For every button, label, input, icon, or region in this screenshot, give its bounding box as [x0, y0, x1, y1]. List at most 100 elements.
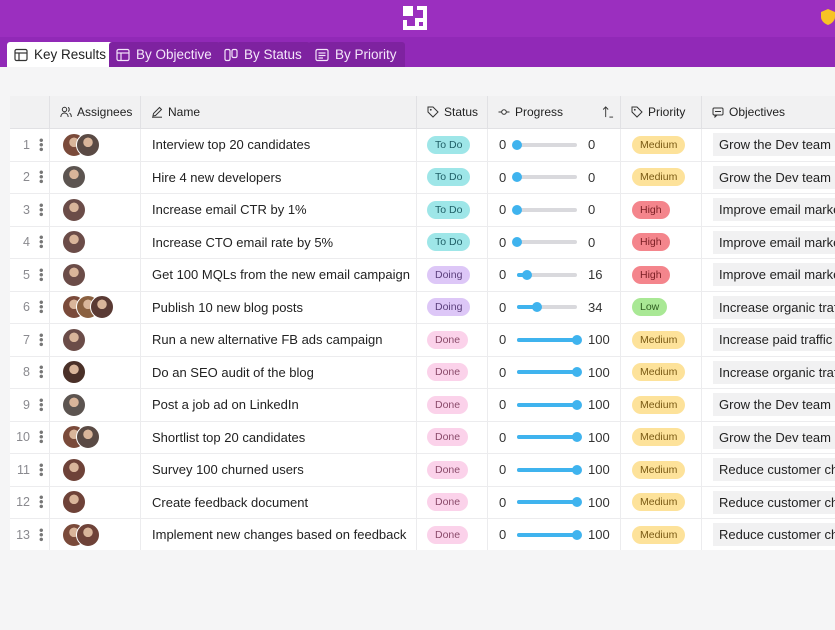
progress-slider[interactable]: [517, 529, 582, 540]
name-cell[interactable]: Post a job ad on LinkedIn: [141, 389, 417, 422]
progress-cell[interactable]: 0 100: [488, 356, 621, 389]
progress-cell[interactable]: 0 16: [488, 259, 621, 292]
assignees-cell[interactable]: [50, 129, 141, 162]
table-row[interactable]: 11 ••• Survey 100 churned users Done 0 1…: [10, 454, 835, 487]
priority-cell[interactable]: Medium: [621, 324, 702, 357]
priority-cell[interactable]: Medium: [621, 519, 702, 550]
objective-cell[interactable]: Reduce customer churn: [702, 519, 835, 550]
row-menu-icon[interactable]: •••: [34, 365, 49, 380]
progress-cell[interactable]: 0 0: [488, 161, 621, 194]
name-cell[interactable]: Increase CTO email rate by 5%: [141, 226, 417, 259]
status-cell[interactable]: To Do: [417, 194, 488, 227]
avatar[interactable]: [62, 457, 86, 482]
table-row[interactable]: 5 ••• Get 100 MQLs from the new email ca…: [10, 259, 835, 292]
progress-handle[interactable]: [572, 399, 582, 410]
name-cell[interactable]: Interview top 20 candidates: [141, 129, 417, 162]
assignees-cell[interactable]: [50, 356, 141, 389]
objective-link[interactable]: Grow the Dev team: [713, 393, 835, 417]
assignees-cell[interactable]: [50, 259, 141, 292]
objective-link[interactable]: Increase organic traffic: [713, 295, 835, 319]
priority-cell[interactable]: Low: [621, 291, 702, 324]
assignees-cell[interactable]: [50, 389, 141, 422]
column-header-priority[interactable]: Priority: [621, 96, 702, 129]
avatar[interactable]: [62, 262, 86, 287]
column-header-progress[interactable]: Progress: [488, 96, 621, 129]
avatar[interactable]: [76, 425, 100, 450]
row-menu-icon[interactable]: •••: [34, 235, 49, 250]
priority-cell[interactable]: Medium: [621, 421, 702, 454]
assignees-cell[interactable]: [50, 291, 141, 324]
row-menu-icon[interactable]: •••: [34, 430, 49, 445]
row-menu-icon[interactable]: •••: [34, 462, 49, 477]
progress-handle[interactable]: [512, 172, 522, 183]
progress-handle[interactable]: [572, 464, 582, 475]
priority-cell[interactable]: Medium: [621, 129, 702, 162]
avatar[interactable]: [62, 327, 86, 352]
avatar[interactable]: [62, 392, 86, 417]
row-menu-icon[interactable]: •••: [34, 267, 49, 282]
progress-cell[interactable]: 0 100: [488, 519, 621, 550]
objective-link[interactable]: Improve email marketing: [713, 263, 835, 287]
name-cell[interactable]: Hire 4 new developers: [141, 161, 417, 194]
priority-cell[interactable]: High: [621, 194, 702, 227]
avatar[interactable]: [62, 360, 86, 385]
priority-cell[interactable]: Medium: [621, 389, 702, 422]
status-cell[interactable]: Doing: [417, 259, 488, 292]
row-menu-icon[interactable]: •••: [34, 527, 49, 542]
status-cell[interactable]: Done: [417, 519, 488, 550]
objective-cell[interactable]: Increase paid traffic: [702, 324, 835, 357]
progress-slider[interactable]: [517, 269, 577, 280]
status-cell[interactable]: To Do: [417, 161, 488, 194]
objective-cell[interactable]: Improve email marketing: [702, 259, 835, 292]
objective-link[interactable]: Grow the Dev team: [713, 165, 835, 189]
objective-link[interactable]: Grow the Dev team: [713, 425, 835, 449]
progress-cell[interactable]: 0 100: [488, 421, 621, 454]
assignees-cell[interactable]: [50, 486, 141, 519]
priority-cell[interactable]: Medium: [621, 486, 702, 519]
progress-cell[interactable]: 0 0: [488, 226, 621, 259]
progress-handle[interactable]: [572, 432, 582, 443]
row-menu-icon[interactable]: •••: [34, 170, 49, 185]
priority-cell[interactable]: Medium: [621, 161, 702, 194]
priority-cell[interactable]: Medium: [621, 454, 702, 487]
table-row[interactable]: 7 ••• Run a new alternative FB ads campa…: [10, 324, 835, 357]
objective-cell[interactable]: Increase organic traffic: [702, 292, 835, 324]
objective-link[interactable]: Reduce customer churn: [713, 458, 835, 482]
progress-handle[interactable]: [512, 237, 522, 248]
assignees-cell[interactable]: [50, 324, 141, 357]
avatar[interactable]: [90, 295, 114, 320]
status-cell[interactable]: Done: [417, 454, 488, 487]
assignees-cell[interactable]: [50, 421, 141, 454]
name-cell[interactable]: Run a new alternative FB ads campaign: [141, 324, 417, 357]
progress-slider[interactable]: [512, 237, 577, 248]
progress-slider[interactable]: [517, 497, 582, 508]
progress-cell[interactable]: 0 100: [488, 486, 621, 519]
row-menu-icon[interactable]: •••: [34, 137, 49, 152]
row-menu-icon[interactable]: •••: [34, 202, 49, 217]
objective-cell[interactable]: Increase organic traffic: [702, 357, 835, 389]
name-cell[interactable]: Implement new changes based on feedback: [141, 519, 417, 550]
name-cell[interactable]: Create feedback document: [141, 486, 417, 519]
assignees-cell[interactable]: [50, 519, 141, 550]
assignees-cell[interactable]: [50, 161, 141, 194]
column-header-name[interactable]: Name: [141, 96, 417, 129]
progress-cell[interactable]: 0 100: [488, 454, 621, 487]
progress-handle[interactable]: [572, 334, 582, 345]
progress-slider[interactable]: [512, 172, 577, 183]
progress-handle[interactable]: [512, 139, 522, 150]
progress-cell[interactable]: 0 0: [488, 194, 621, 227]
avatar[interactable]: [62, 230, 86, 255]
status-cell[interactable]: Done: [417, 486, 488, 519]
avatar[interactable]: [62, 165, 86, 190]
table-row[interactable]: 4 ••• Increase CTO email rate by 5% To D…: [10, 226, 835, 259]
app-logo-icon[interactable]: [403, 6, 427, 30]
shield-icon[interactable]: [821, 9, 835, 25]
objective-cell[interactable]: Reduce customer churn: [702, 487, 835, 519]
column-header-status[interactable]: Status: [417, 96, 488, 129]
column-header-assignees[interactable]: Assignees: [50, 96, 141, 129]
row-menu-icon[interactable]: •••: [34, 332, 49, 347]
progress-handle[interactable]: [572, 529, 582, 540]
objective-cell[interactable]: Grow the Dev team: [702, 389, 835, 422]
priority-cell[interactable]: High: [621, 259, 702, 292]
avatar[interactable]: [62, 490, 86, 515]
